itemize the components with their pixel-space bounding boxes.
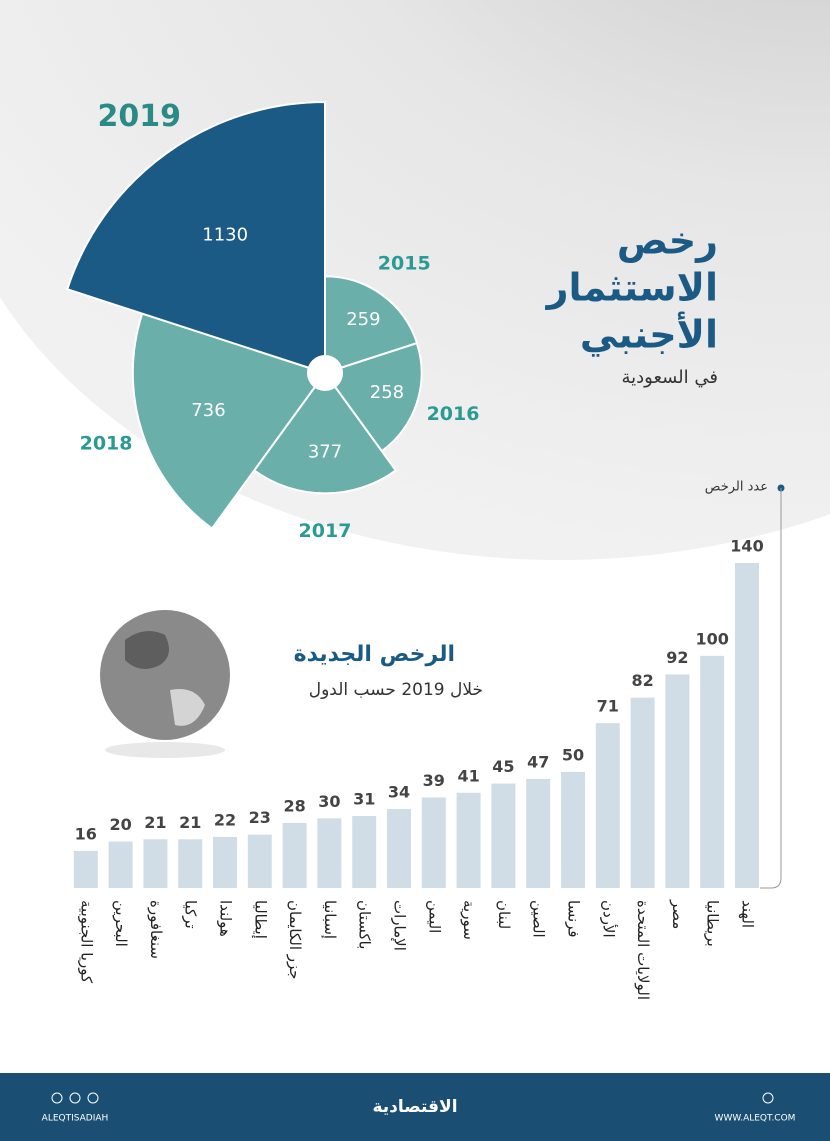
bar [595,723,620,888]
value-label: 47 [527,752,549,771]
footer-bar [0,1073,830,1141]
value-label: 377 [308,441,342,462]
bar [143,839,168,888]
x-tick-label: بريطانيا [704,900,722,947]
x-tick-label: سنغافورة [147,900,165,959]
title-line: الأجنبي [580,311,718,357]
axis-line [760,488,782,889]
value-label: 100 [695,629,728,648]
globe [100,610,230,758]
value-label: 22 [214,810,236,829]
x-tick-label: البحرين [112,900,130,947]
sector [66,100,326,375]
value-label: 259 [346,309,380,330]
x-tick-label: باكستان [356,900,374,949]
bar [352,816,377,888]
x-tick-label: الإمارات [391,900,409,951]
x-tick-label: الصين [530,900,548,938]
value-label: 82 [631,671,653,690]
sector [131,312,327,530]
value-label: 1130 [202,225,248,246]
year-label: 2015 [378,252,431,274]
x-tick-label: الهند [739,900,757,928]
bar [491,783,516,888]
sector [324,275,419,375]
value-label: 21 [144,813,166,832]
x-tick-label: جزر الكايمان [286,900,304,980]
bar-subtitle: خلال 2019 حسب الدول [309,680,483,700]
bar [247,834,272,888]
x-tick-label: سورية [460,900,478,940]
bar [213,836,237,888]
bar [317,818,342,888]
bar [561,771,585,888]
x-tick-label: تركيا [182,900,200,929]
bar [108,841,133,888]
bar [421,797,446,888]
value-label: 34 [388,783,410,802]
bar [526,778,551,888]
x-tick-label: الأردن [599,900,618,938]
bar [178,839,203,888]
social-icons [51,1092,774,1104]
value-label: 736 [191,400,225,421]
x-tick-label: اليمن [425,900,443,933]
footer-logo: الاقتصادية [372,1097,457,1117]
x-tick-label: إيطاليا [251,900,269,939]
y-axis-label: عدد الرخص [705,480,768,495]
bar [456,792,481,888]
subtitle: في السعودية [621,367,718,388]
bar [630,697,655,888]
x-tick-label: مصر [669,899,687,929]
value-label: 20 [109,815,131,834]
footer-website: WWW.ALEQT.COM [715,1114,796,1124]
value-label: 50 [562,745,584,764]
bar [73,850,98,888]
value-label: 41 [457,766,479,785]
value-label: 28 [283,797,305,816]
year-label: 2019 [98,99,182,134]
x-tick-label: الولايات المتحدة [634,900,652,1000]
sector [323,341,423,453]
x-tick-label: فرنسا [565,900,583,938]
bar-title: الرخص الجديدة [294,642,455,667]
footer-handle: ALEQTISADIAH [42,1114,109,1124]
x-tick-label: كوريا الجنوبية [77,900,95,984]
value-label: 23 [249,808,271,827]
sector [252,371,398,495]
title-line: رخص [617,219,718,263]
value-label: 258 [370,382,404,403]
center-hole [307,355,343,391]
value-label: 71 [597,697,619,716]
year-label: 2017 [299,520,352,542]
bar [700,655,725,888]
value-label: 140 [730,537,763,556]
x-tick-label: هولندا [217,900,235,937]
year-label: 2016 [427,403,480,425]
value-label: 92 [666,648,688,667]
x-tick-label: إسبانيا [321,900,339,939]
year-label: 2018 [80,433,133,455]
value-label: 45 [492,757,514,776]
bar [665,674,690,888]
bar [387,809,411,888]
bar [282,823,307,888]
value-label: 21 [179,813,201,832]
title-line: الاستثمار [545,266,718,310]
value-label: 30 [318,792,340,811]
bar [735,563,759,888]
value-label: 31 [353,790,375,809]
x-tick-label: لبنان [495,900,513,929]
value-label: 39 [423,771,445,790]
value-label: 16 [75,824,97,843]
